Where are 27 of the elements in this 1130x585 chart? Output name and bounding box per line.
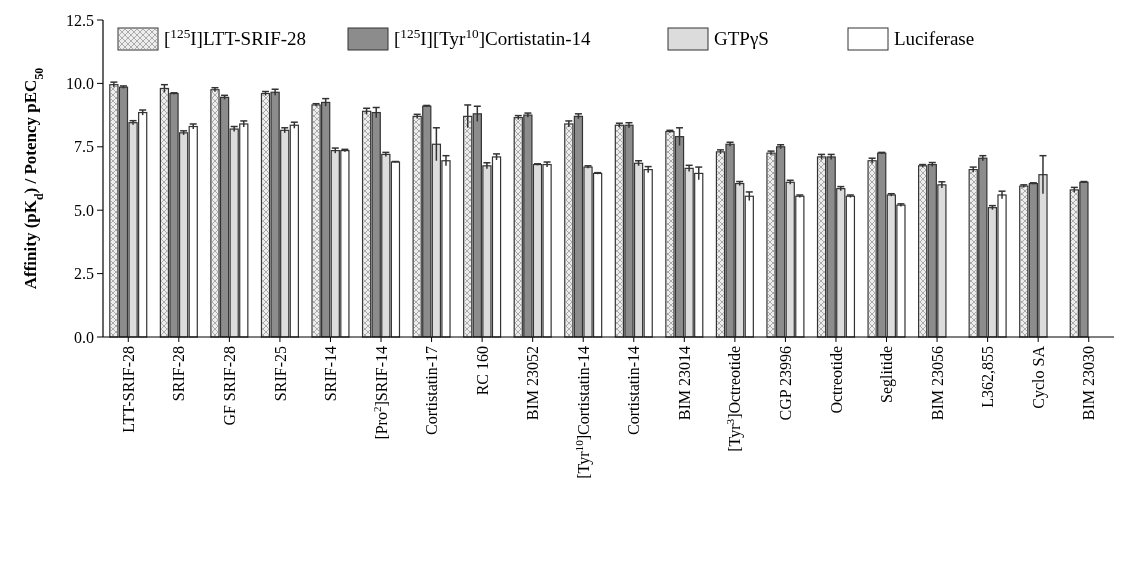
x-tick-label: Octreotide <box>827 346 845 414</box>
x-tick-label: BIM 23030 <box>1080 346 1098 421</box>
x-tick-label: Cortistatin-17 <box>423 346 441 435</box>
x-tick-label: BIM 23052 <box>524 346 542 421</box>
y-tick-label: 0.0 <box>74 328 94 346</box>
legend-label: GTPγS <box>714 28 769 49</box>
x-tick-label: GF SRIF-28 <box>220 346 238 426</box>
legend-label: [$^{125}$I][Tyr$^{10}$]Cortistatin-14 <box>394 25 592 49</box>
y-tick-label: 7.5 <box>74 138 94 156</box>
x-tick-label: SRIF-14 <box>322 346 340 402</box>
x-tick-label: L362,855 <box>979 346 997 408</box>
y-tick-label: 2.5 <box>74 265 94 283</box>
x-tick-label: BIM 23056 <box>928 346 946 421</box>
x-tick-label: SRIF-28 <box>170 346 188 402</box>
x-tick-label: Cortistatin-14 <box>625 346 643 435</box>
x-tick-label: BIM 23014 <box>675 346 693 421</box>
x-tick-label: SRIF-25 <box>271 346 289 402</box>
x-tick-label: LTT-SRIF-28 <box>119 346 137 433</box>
legend-label: Luciferase <box>894 28 975 49</box>
x-tick-label: CGP 23996 <box>777 346 795 421</box>
legend-label: [$^{125}$I]LTT-SRIF-28 <box>164 25 307 49</box>
y-tick-label: 12.5 <box>66 11 94 29</box>
x-tick-label: Seglitide <box>878 346 897 403</box>
x-tick-label: Cyclo SA <box>1029 345 1048 409</box>
y-tick-label: 10.0 <box>66 75 94 92</box>
x-tick-label: RC 160 <box>473 346 491 396</box>
y-tick-label: 5.0 <box>74 201 94 219</box>
